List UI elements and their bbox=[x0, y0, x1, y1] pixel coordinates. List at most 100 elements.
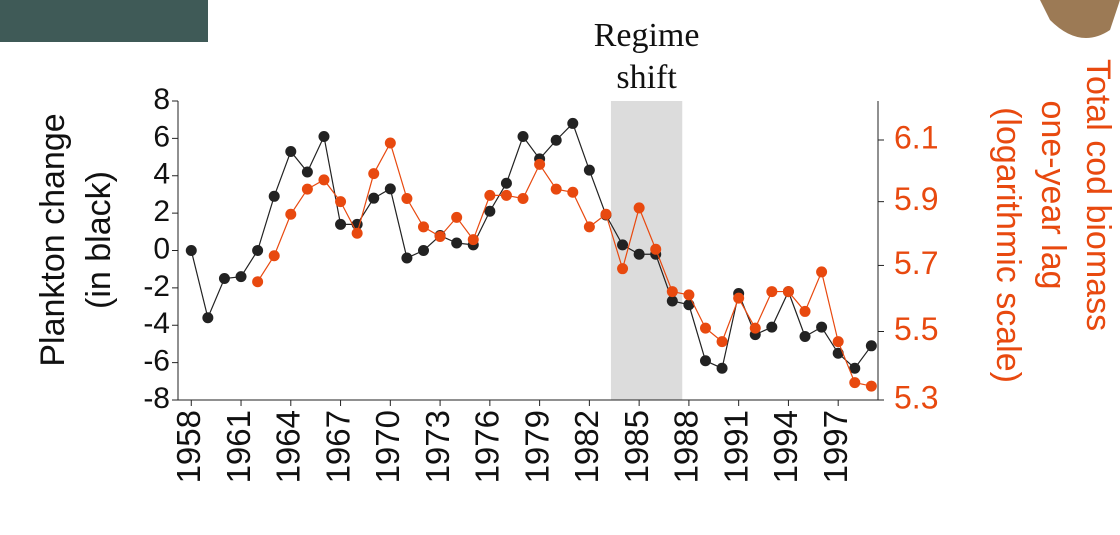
series-point bbox=[700, 323, 711, 334]
series-point bbox=[551, 184, 562, 195]
series-point bbox=[368, 168, 379, 179]
series-point bbox=[401, 193, 412, 204]
series-point bbox=[567, 187, 578, 198]
series-point bbox=[518, 131, 529, 142]
series-point bbox=[634, 249, 645, 260]
series-point bbox=[285, 146, 296, 157]
series-point bbox=[219, 273, 230, 284]
series-point bbox=[302, 167, 313, 178]
series-point bbox=[285, 209, 296, 220]
series-point bbox=[451, 238, 462, 249]
x-tick-label: 1988 bbox=[668, 410, 705, 483]
x-tick-label: 1997 bbox=[817, 410, 854, 483]
series-point bbox=[318, 131, 329, 142]
series-point bbox=[766, 322, 777, 333]
annotation: Regime bbox=[594, 17, 700, 54]
series-point bbox=[833, 348, 844, 359]
photo-right bbox=[1040, 0, 1120, 38]
series-point bbox=[435, 231, 446, 242]
y-tick-label: -6 bbox=[143, 345, 170, 378]
y2-axis-title: one-year lag bbox=[1034, 100, 1072, 289]
y2-tick-label: 5.9 bbox=[894, 181, 938, 217]
series-point bbox=[800, 306, 811, 317]
photo-left bbox=[0, 0, 208, 42]
y2-tick-label: 5.5 bbox=[894, 311, 938, 347]
x-tick-label: 1979 bbox=[518, 410, 555, 483]
x-tick-label: 1964 bbox=[270, 410, 307, 483]
chart: Regimeshift-8-6-4-2024685.35.55.75.96.11… bbox=[0, 0, 1120, 535]
series-point bbox=[683, 299, 694, 310]
series-point bbox=[534, 159, 545, 170]
series-point bbox=[733, 293, 744, 304]
series-point bbox=[186, 245, 197, 256]
series-point bbox=[617, 263, 628, 274]
y-tick-label: 0 bbox=[153, 232, 170, 265]
y2-tick-label: 5.3 bbox=[894, 379, 938, 415]
series-point bbox=[816, 266, 827, 277]
x-tick-label: 1958 bbox=[170, 410, 207, 483]
x-tick-label: 1970 bbox=[369, 410, 406, 483]
series-point bbox=[484, 190, 495, 201]
x-tick-label: 1985 bbox=[618, 410, 655, 483]
series-point bbox=[418, 221, 429, 232]
series-point bbox=[634, 202, 645, 213]
series-point bbox=[484, 206, 495, 217]
series-point bbox=[385, 138, 396, 149]
regime-band bbox=[611, 101, 682, 400]
y-tick-label: 2 bbox=[153, 195, 170, 228]
series-point bbox=[401, 252, 412, 263]
y2-tick-label: 6.1 bbox=[894, 119, 938, 155]
y-tick-label: -8 bbox=[143, 382, 170, 415]
y2-tick-label: 5.7 bbox=[894, 245, 938, 281]
y-tick-label: -4 bbox=[143, 307, 170, 340]
series-point bbox=[717, 336, 728, 347]
series-point bbox=[318, 174, 329, 185]
annotation: shift bbox=[616, 59, 677, 96]
series-point bbox=[717, 363, 728, 374]
series-point bbox=[766, 286, 777, 297]
series-point bbox=[269, 250, 280, 261]
series-point bbox=[352, 228, 363, 239]
series-point bbox=[518, 193, 529, 204]
series-point bbox=[418, 245, 429, 256]
series-point bbox=[551, 135, 562, 146]
series-point bbox=[667, 286, 678, 297]
series-point bbox=[584, 221, 595, 232]
series-point bbox=[866, 381, 877, 392]
series-point bbox=[269, 191, 280, 202]
series-point bbox=[368, 193, 379, 204]
series-point bbox=[816, 322, 827, 333]
x-tick-label: 1991 bbox=[717, 410, 754, 483]
series-point bbox=[335, 219, 346, 230]
x-tick-label: 1982 bbox=[568, 410, 605, 483]
series-point bbox=[849, 377, 860, 388]
series-point bbox=[700, 355, 711, 366]
y-tick-label: -2 bbox=[143, 270, 170, 303]
x-tick-label: 1967 bbox=[319, 410, 356, 483]
series-point bbox=[667, 295, 678, 306]
series-point bbox=[202, 312, 213, 323]
series-point bbox=[335, 196, 346, 207]
series-point bbox=[236, 271, 247, 282]
y-tick-label: 6 bbox=[153, 120, 170, 153]
series-line bbox=[258, 143, 872, 386]
x-tick-label: 1961 bbox=[220, 410, 257, 483]
series-point bbox=[302, 184, 313, 195]
x-tick-label: 1973 bbox=[419, 410, 456, 483]
series-point bbox=[650, 244, 661, 255]
y2-axis-title: Total cod biomass bbox=[1079, 59, 1117, 331]
series-point bbox=[584, 165, 595, 176]
series-point bbox=[385, 183, 396, 194]
series-point bbox=[252, 245, 263, 256]
series-point bbox=[866, 340, 877, 351]
x-tick-label: 1976 bbox=[469, 410, 506, 483]
y-axis-title: Plankton change bbox=[34, 113, 72, 366]
series-point bbox=[600, 209, 611, 220]
series-point bbox=[750, 323, 761, 334]
y-tick-label: 8 bbox=[153, 83, 170, 116]
series-point bbox=[617, 239, 628, 250]
series-point bbox=[783, 286, 794, 297]
page: {"chart_data": {"type": "line", "annotat… bbox=[0, 0, 1120, 535]
x-tick-label: 1994 bbox=[767, 410, 804, 483]
series-point bbox=[252, 276, 263, 287]
